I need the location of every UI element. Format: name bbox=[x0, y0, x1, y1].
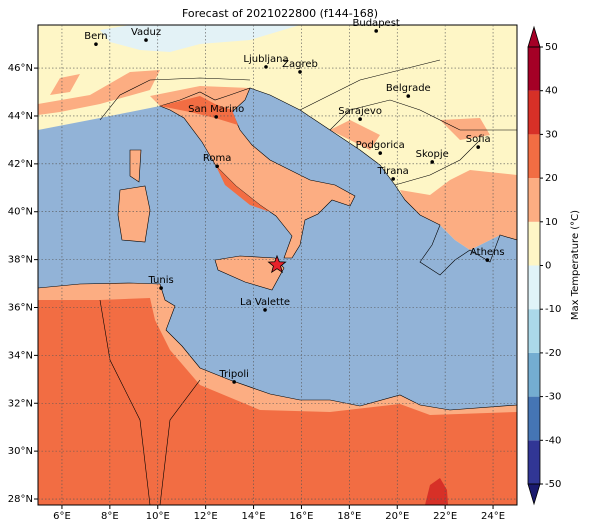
plot-frame bbox=[37, 24, 518, 506]
marker-star bbox=[267, 254, 287, 274]
y-tick-label: 32°N bbox=[8, 398, 33, 409]
colorbar-extend-top bbox=[527, 25, 541, 48]
colorbar-bin bbox=[528, 47, 540, 91]
sardinia bbox=[117, 185, 151, 243]
y-tick-label: 30°N bbox=[8, 446, 33, 457]
corsica bbox=[129, 149, 142, 183]
africa-hot bbox=[425, 478, 448, 505]
y-tick-label: 46°N bbox=[8, 63, 33, 74]
balkan-coast bbox=[249, 87, 517, 276]
city-dot bbox=[391, 177, 395, 181]
city-dot bbox=[263, 308, 267, 312]
city-label: Belgrade bbox=[386, 83, 431, 94]
y-tick-label: 42°N bbox=[8, 159, 33, 170]
city-label: Podgorica bbox=[356, 140, 405, 151]
colorbar-tick-label: 50 bbox=[545, 42, 558, 53]
colorbar-bin bbox=[528, 178, 540, 222]
x-tick-label: 22°E bbox=[433, 511, 457, 522]
colorbar-tick-label: -30 bbox=[545, 392, 561, 403]
city-label: Vaduz bbox=[131, 27, 161, 38]
colorbar-tick-label: 0 bbox=[545, 261, 551, 272]
city-label: Ljubljana bbox=[243, 54, 288, 65]
city-dot bbox=[430, 160, 435, 164]
x-tick-label: 20°E bbox=[385, 511, 409, 522]
city-label: Sofia bbox=[466, 134, 491, 145]
colorbar-bin bbox=[528, 396, 540, 441]
city-dot bbox=[215, 164, 219, 169]
city-dot bbox=[232, 380, 236, 384]
x-tick-label: 16°E bbox=[289, 511, 313, 522]
city-dot bbox=[485, 258, 490, 262]
city-label: Budapest bbox=[353, 18, 400, 29]
colorbar-bin bbox=[528, 265, 540, 310]
x-tick-label: 6°E bbox=[53, 511, 71, 522]
colorbar-bin bbox=[528, 221, 540, 266]
city-label: Roma bbox=[203, 153, 232, 164]
city-label: Zagreb bbox=[282, 59, 318, 70]
y-tick-label: 34°N bbox=[8, 350, 33, 361]
city-label: Skopje bbox=[416, 149, 449, 160]
colorbar-tick-label: 30 bbox=[545, 129, 558, 140]
colorbar-extend-bottom bbox=[527, 483, 541, 506]
city-dot bbox=[374, 29, 378, 33]
italy-north-warm bbox=[160, 96, 270, 212]
x-tick-label: 8°E bbox=[101, 511, 119, 522]
x-tick-label: 18°E bbox=[337, 511, 361, 522]
colorbar-tick-label: 20 bbox=[545, 173, 558, 184]
colorbar-tick-label: 10 bbox=[545, 217, 558, 228]
colorbar-tick-label: -10 bbox=[545, 304, 561, 315]
city-label: Tunis bbox=[147, 275, 173, 286]
colorbar-bin bbox=[528, 90, 540, 135]
y-tick-label: 38°N bbox=[8, 255, 33, 266]
city-label: Bern bbox=[84, 31, 107, 42]
city-dot bbox=[94, 42, 98, 46]
city-dot bbox=[358, 117, 362, 121]
colorbar-bin bbox=[528, 134, 540, 179]
city-label: Tirana bbox=[377, 166, 409, 177]
city-dot bbox=[406, 94, 411, 98]
colorbar-bin bbox=[528, 352, 540, 397]
city-dot bbox=[298, 70, 302, 74]
sicily bbox=[214, 255, 285, 291]
y-tick-label: 44°N bbox=[8, 111, 33, 122]
city-dot bbox=[144, 38, 148, 42]
europe-warm bbox=[38, 70, 517, 250]
city-label: Tripoli bbox=[218, 369, 249, 380]
colorbar-bin bbox=[528, 440, 540, 484]
colorbar-tick-label: -40 bbox=[545, 435, 561, 446]
city-dot bbox=[214, 115, 218, 119]
x-tick-label: 14°E bbox=[242, 511, 266, 522]
x-tick-label: 12°E bbox=[194, 511, 218, 522]
europe-cold bbox=[100, 25, 300, 52]
colorbar-label: Max Temperature (°C) bbox=[570, 210, 581, 320]
title: Forecast of 2021022800 (f144-168) bbox=[182, 7, 378, 20]
colorbar-bin bbox=[528, 309, 540, 353]
city-label: Athens bbox=[470, 247, 505, 258]
colorbar-tick-label: -20 bbox=[545, 348, 561, 359]
colorbar-tick-label: -50 bbox=[545, 479, 561, 490]
city-label: Sarajevo bbox=[338, 106, 382, 117]
y-tick-label: 36°N bbox=[8, 302, 33, 313]
city-label: La Valette bbox=[240, 297, 290, 308]
borders bbox=[99, 59, 517, 505]
city-dot bbox=[159, 286, 163, 290]
y-tick-label: 28°N bbox=[8, 494, 33, 505]
city-dot bbox=[378, 151, 383, 155]
city-dot bbox=[476, 145, 481, 149]
y-tick-label: 40°N bbox=[8, 207, 33, 218]
x-tick-label: 10°E bbox=[146, 511, 170, 522]
city-dot bbox=[264, 65, 268, 69]
colorbar-tick-label: 40 bbox=[545, 86, 558, 97]
city-label: San Marino bbox=[188, 104, 244, 115]
x-tick-label: 24°E bbox=[481, 511, 505, 522]
